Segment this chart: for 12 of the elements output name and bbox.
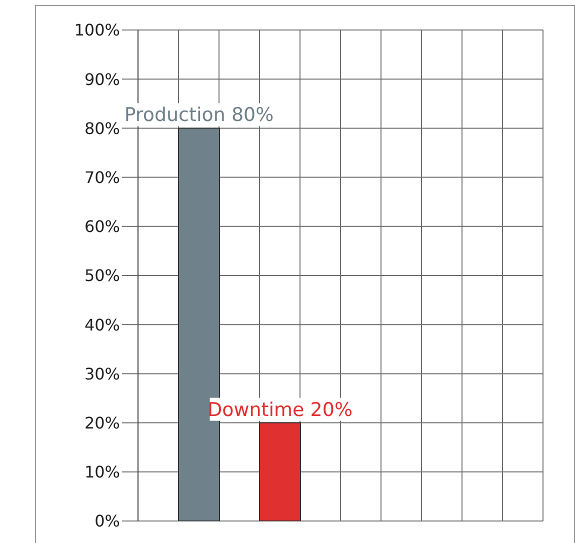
- y-tick-label: 0%: [94, 512, 120, 531]
- y-tick-label: 100%: [74, 20, 120, 40]
- data-label: Production 80%: [124, 104, 274, 126]
- y-tick-label: 10%: [84, 462, 120, 482]
- y-tick-label: 50%: [84, 266, 120, 286]
- y-tick-label: 40%: [84, 315, 120, 334]
- y-tick-label: 80%: [84, 118, 120, 138]
- y-tick-label: 90%: [84, 70, 120, 89]
- y-tick-label: 70%: [84, 168, 120, 187]
- y-tick-label: 30%: [84, 364, 120, 384]
- y-tick-label: 20%: [84, 413, 120, 432]
- y-tick-label: 60%: [84, 217, 120, 236]
